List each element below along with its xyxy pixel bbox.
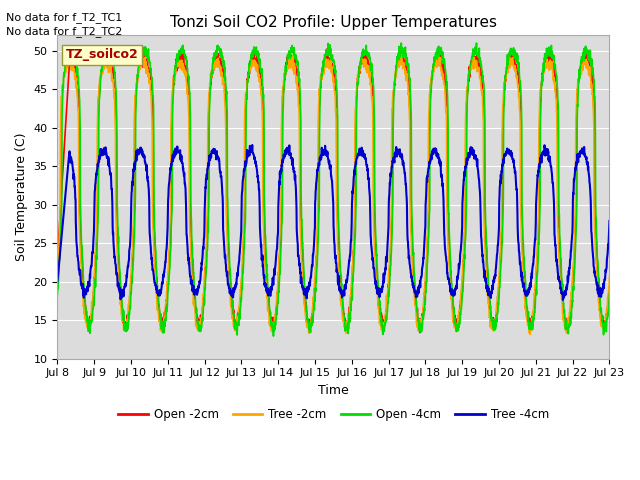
Tree -4cm (248, 142, 256, 148)
Line: Open -4cm: Open -4cm (58, 43, 609, 336)
Open -4cm (494, 299, 502, 305)
Line: Open -2cm: Open -2cm (58, 49, 609, 333)
Tree -2cm (362, 63, 369, 69)
Tree -2cm (54, 276, 61, 282)
Title: Tonzi Soil CO2 Profile: Upper Temperatures: Tonzi Soil CO2 Profile: Upper Temperatur… (170, 15, 497, 30)
Tree -4cm (494, 242, 502, 248)
X-axis label: Time: Time (318, 384, 349, 397)
Open -2cm (494, 295, 502, 300)
Line: Tree -4cm: Tree -4cm (58, 145, 609, 300)
Line: Tree -2cm: Tree -2cm (58, 55, 609, 335)
Open -2cm (207, 76, 215, 82)
Tree -2cm (605, 274, 613, 280)
Y-axis label: Soil Temperature (C): Soil Temperature (C) (15, 133, 28, 261)
Tree -4cm (362, 155, 369, 161)
Tree -2cm (526, 332, 534, 337)
Open -4cm (557, 256, 565, 262)
Tree -2cm (289, 52, 297, 58)
Open -4cm (207, 71, 215, 77)
Tree -2cm (349, 239, 357, 244)
Open -2cm (416, 330, 424, 336)
Tree -4cm (573, 162, 580, 168)
Tree -2cm (557, 289, 565, 295)
Open -4cm (573, 220, 580, 226)
Open -2cm (362, 60, 369, 65)
Tree -4cm (605, 218, 613, 224)
Tree -4cm (349, 179, 357, 185)
Tree -4cm (557, 287, 564, 292)
Open -2cm (54, 256, 61, 262)
Open -4cm (605, 290, 613, 296)
Open -2cm (557, 270, 565, 276)
Text: No data for f_T2_TC2: No data for f_T2_TC2 (6, 26, 123, 37)
Open -4cm (397, 40, 405, 46)
Text: No data for f_T2_TC1: No data for f_T2_TC1 (6, 12, 123, 23)
Text: TZ_soilco2: TZ_soilco2 (66, 48, 138, 61)
Tree -2cm (207, 74, 215, 80)
Tree -2cm (573, 105, 580, 110)
Tree -4cm (54, 279, 61, 285)
Open -2cm (323, 46, 331, 52)
Open -4cm (54, 292, 61, 298)
Open -2cm (573, 123, 580, 129)
Open -4cm (269, 333, 277, 339)
Open -2cm (605, 286, 613, 292)
Open -4cm (349, 269, 357, 275)
Tree -4cm (559, 297, 567, 303)
Open -2cm (349, 248, 357, 253)
Open -4cm (362, 51, 369, 57)
Tree -2cm (494, 291, 502, 297)
Legend: Open -2cm, Tree -2cm, Open -4cm, Tree -4cm: Open -2cm, Tree -2cm, Open -4cm, Tree -4… (113, 403, 554, 426)
Tree -4cm (207, 151, 215, 157)
